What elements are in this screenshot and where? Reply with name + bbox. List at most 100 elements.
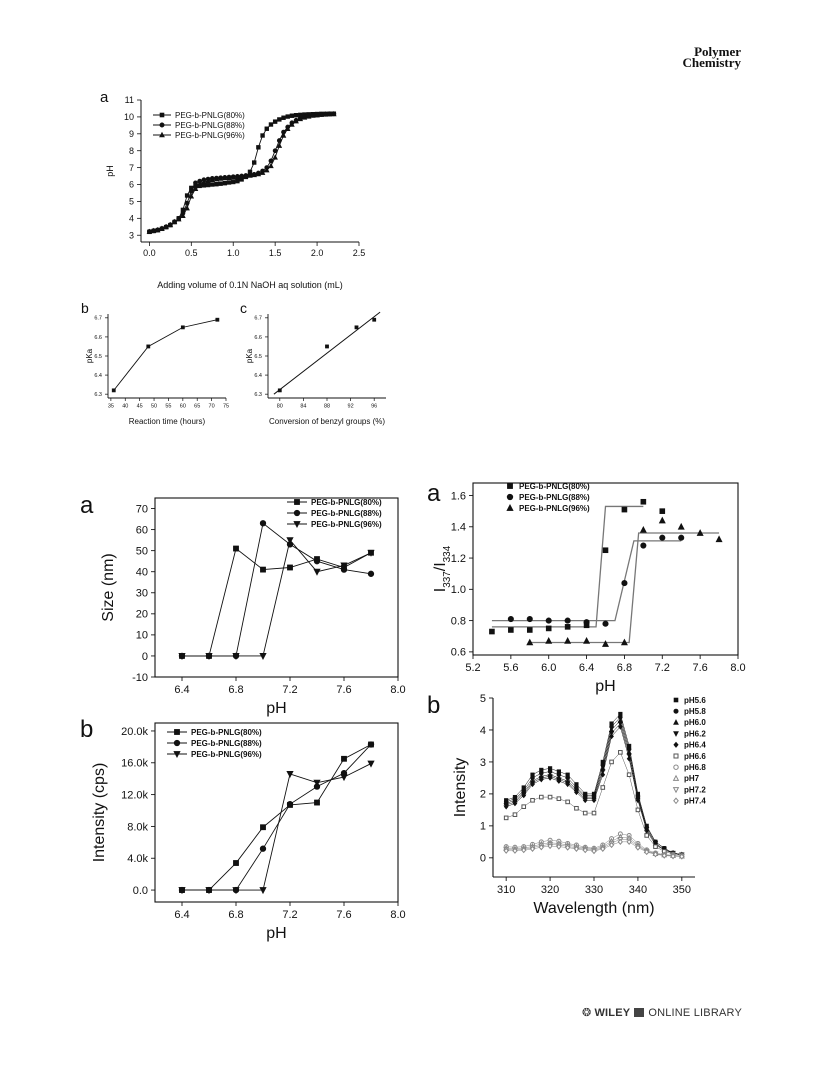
data-point <box>521 792 527 799</box>
legend-label: PEG-b-PNLG(88%) <box>191 739 262 748</box>
data-point <box>184 193 190 198</box>
intensity-vs-ph-chart: 6.4 6.8 7.2 7.6 8.0 0.0 4.0k 8.0k 12.0k 16.0k 20.0… <box>91 722 406 942</box>
legend-label: PEG-b-PNLG(96%) <box>519 504 590 513</box>
y-tick-label: 70 <box>136 503 148 515</box>
data-point <box>231 179 236 185</box>
data-point <box>340 774 348 782</box>
data-point <box>238 173 245 179</box>
y-axis-title: pKa <box>85 348 94 363</box>
series-ph6-2 <box>503 721 685 858</box>
data-point <box>526 615 533 623</box>
x-tick-label: 6.4 <box>579 662 594 674</box>
x-tick-label: 8.0 <box>730 662 745 674</box>
data-point <box>574 789 579 796</box>
y-tick-label: 6.6 <box>94 335 102 341</box>
x-tick-label: 2.0 <box>311 248 324 258</box>
series-ph6-4 <box>503 723 685 858</box>
data-point <box>547 775 553 781</box>
data-point <box>600 785 606 790</box>
legend-marker <box>673 697 679 703</box>
data-point <box>215 317 220 322</box>
data-point <box>582 797 588 804</box>
data-point <box>192 185 199 191</box>
data-point <box>529 845 536 852</box>
legend-marker <box>506 503 514 511</box>
data-point <box>259 520 267 527</box>
legend-marker <box>159 112 165 118</box>
data-point <box>545 625 552 632</box>
legend-label: PEG-b-PNLG(88%) <box>519 493 590 502</box>
pka-vs-time-chart: 35 40 45 50 55 60 65 70 75 6.3 6.4 6.5 6.6 6.7 Reactio… <box>85 314 229 426</box>
panel-letter-fig1c: c <box>240 300 247 316</box>
data-point <box>367 760 375 768</box>
data-point <box>659 534 666 541</box>
data-point <box>677 522 685 530</box>
x-tick-label: 6.0 <box>541 662 556 674</box>
x-axis-title: Conversion of benzyl groups (%) <box>269 417 385 426</box>
y-tick-label: 9 <box>129 129 134 139</box>
data-point <box>188 193 195 199</box>
legend-label: PEG-b-PNLG(96%) <box>175 131 245 140</box>
y-tick-label: 16.0k <box>121 758 148 770</box>
legend-marker <box>673 741 679 748</box>
data-point <box>635 844 641 851</box>
data-point <box>618 750 623 755</box>
series-line <box>113 319 218 391</box>
journal-name: Polymer Chemistry <box>683 45 742 69</box>
data-point <box>547 794 553 800</box>
data-point <box>508 627 514 633</box>
data-point <box>222 180 228 186</box>
x-tick-label: 6.8 <box>228 909 243 921</box>
panel-letter-fig2b: b <box>80 716 94 743</box>
y-tick-label: 2 <box>480 789 486 801</box>
y-tick-label: 0 <box>142 651 148 663</box>
data-point <box>322 111 329 117</box>
y-axis-title: Intensity <box>452 758 469 818</box>
data-point <box>314 799 320 806</box>
series-series-0 <box>277 317 377 393</box>
data-point <box>565 781 571 788</box>
data-point <box>617 723 623 730</box>
data-point <box>547 842 553 850</box>
legend-label: pH7.4 <box>684 797 706 806</box>
data-point <box>146 344 151 349</box>
data-point <box>545 637 553 644</box>
series-fit-line <box>491 540 682 622</box>
data-point <box>188 188 194 194</box>
x-tick-label: 0.0 <box>143 248 156 258</box>
legend-marker <box>673 753 679 759</box>
fluorescence-spectra-chart: 310 320 330 340 350 0 1 2 3 4 5 Wavelength (nm) Inte… <box>452 693 706 917</box>
y-tick-label: 8.0k <box>127 821 148 833</box>
data-point <box>259 887 267 895</box>
data-point <box>658 516 666 524</box>
x-tick-label: 7.6 <box>336 684 351 696</box>
data-point <box>602 640 609 647</box>
data-point <box>617 721 624 727</box>
legend: PEG-b-PNLG(80%) PEG-b-PNLG(88%) PEG-b-PNLG… <box>287 498 382 529</box>
panel-letter-fig3b: b <box>427 692 441 719</box>
data-point <box>503 847 509 854</box>
legend-marker <box>173 751 181 759</box>
legend-marker <box>672 787 680 794</box>
data-point <box>280 132 287 138</box>
x-tick-label: 70 <box>209 404 215 410</box>
y-tick-label: 3 <box>129 230 134 240</box>
x-tick-label: 7.6 <box>692 662 707 674</box>
data-point <box>217 175 224 181</box>
x-tick-label: 80 <box>277 404 283 410</box>
data-point <box>512 812 518 817</box>
data-point <box>214 181 219 187</box>
data-point <box>591 797 597 804</box>
y-tick-label: 0.0 <box>133 885 148 897</box>
legend-label: PEG-b-PNLG(88%) <box>311 509 382 518</box>
data-point <box>609 733 614 740</box>
data-point <box>325 344 329 349</box>
data-point <box>293 118 299 124</box>
series-ph7-4 <box>503 838 685 860</box>
data-point <box>289 121 295 127</box>
legend-label: PEG-b-PNLG(80%) <box>519 482 590 491</box>
data-point <box>659 508 666 514</box>
y-tick-label: 12.0k <box>121 789 148 801</box>
panel-letter-fig1b: b <box>81 300 89 316</box>
data-point <box>503 815 509 821</box>
